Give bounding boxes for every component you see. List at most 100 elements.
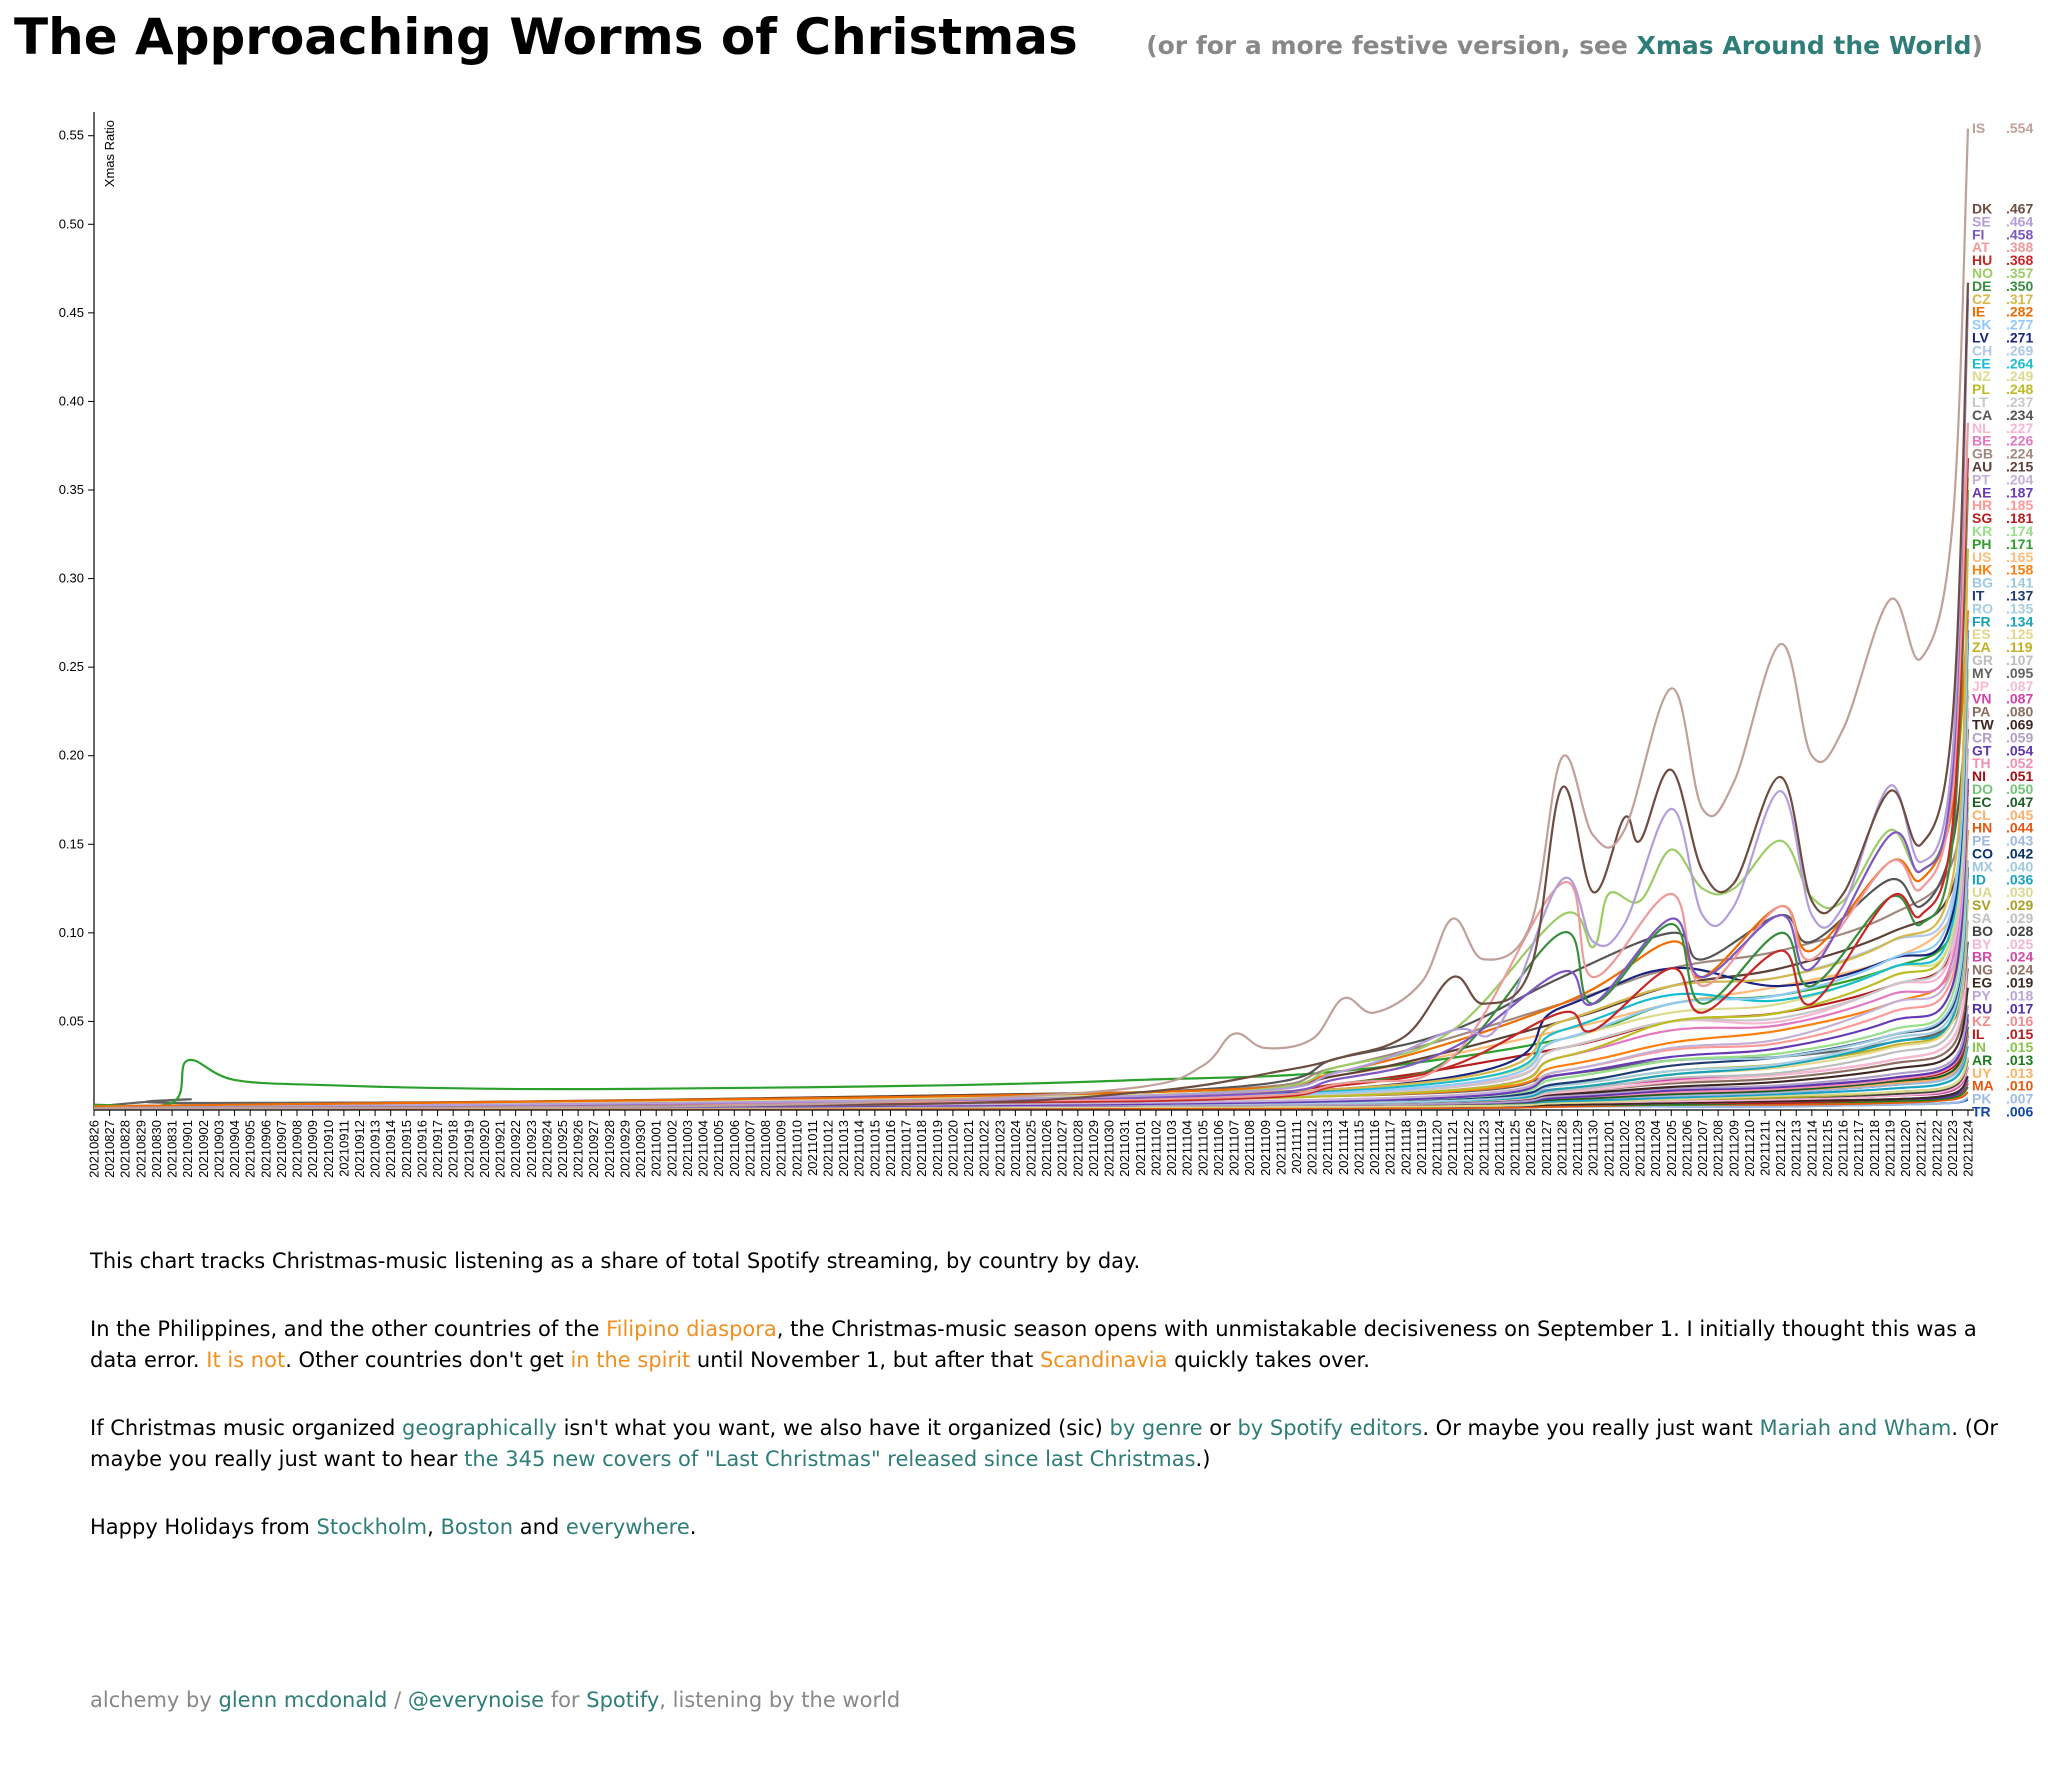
mariah-and-wham-link[interactable]: Mariah and Wham bbox=[1759, 1416, 1952, 1440]
x-tick-label: 20210901 bbox=[180, 1120, 195, 1178]
x-tick-label: 20211124 bbox=[1492, 1120, 1507, 1176]
everynoise-link[interactable]: @everynoise bbox=[407, 1688, 545, 1712]
end-label-country-ch: CH bbox=[1972, 342, 1992, 358]
end-label-country-nl: NL bbox=[1972, 420, 1991, 436]
series-line-ch bbox=[93, 633, 1970, 1110]
page-subtitle: (or for a more festive version, see Xmas… bbox=[1146, 31, 1983, 60]
end-label-country-pl: PL bbox=[1972, 381, 1990, 397]
description-paragraph-3: If Christmas music organized geographica… bbox=[90, 1413, 2010, 1475]
it-is-not-link[interactable]: It is not bbox=[206, 1348, 286, 1372]
end-label-country-de: DE bbox=[1972, 278, 1991, 294]
end-label-value-no: .357 bbox=[2006, 265, 2033, 281]
end-label-value-ca: .234 bbox=[2006, 407, 2033, 423]
end-label-value-cl: .045 bbox=[2006, 807, 2033, 823]
end-label-country-gr: GR bbox=[1972, 652, 1993, 668]
spotify-link[interactable]: Spotify bbox=[586, 1688, 660, 1712]
y-tick-label: 0.55 bbox=[59, 128, 84, 143]
glenn-mcdonald-link[interactable]: glenn mcdonald bbox=[218, 1688, 388, 1712]
description-paragraph-4: Happy Holidays from Stockholm, Boston an… bbox=[90, 1512, 2010, 1543]
x-tick-label: 20210831 bbox=[165, 1120, 180, 1178]
x-tick-label: 20211104 bbox=[1180, 1120, 1195, 1176]
x-tick-label: 20211117 bbox=[1383, 1120, 1398, 1175]
end-label-country-lv: LV bbox=[1972, 330, 1990, 346]
last-christmas-covers-link[interactable]: the 345 new covers of "Last Christmas" r… bbox=[464, 1447, 1196, 1471]
description-text: . bbox=[689, 1515, 697, 1539]
x-tick-label: 20211125 bbox=[1508, 1120, 1523, 1176]
boston-link[interactable]: Boston bbox=[440, 1515, 514, 1539]
x-tick-label: 20211203 bbox=[1633, 1120, 1648, 1177]
end-label-country-au: AU bbox=[1972, 459, 1992, 475]
end-label-country-bo: BO bbox=[1972, 923, 1993, 939]
x-tick-label: 20211207 bbox=[1695, 1120, 1710, 1177]
x-tick-label: 20210918 bbox=[446, 1120, 461, 1178]
scandinavia-link[interactable]: Scandinavia bbox=[1039, 1348, 1168, 1372]
series-line-ph bbox=[93, 806, 1970, 1108]
end-label-value-il: .015 bbox=[2006, 1026, 2033, 1042]
series-line-ie bbox=[93, 610, 1970, 1108]
in-the-spirit-link[interactable]: in the spirit bbox=[570, 1348, 691, 1372]
x-tick-label: 20211005 bbox=[711, 1120, 726, 1177]
x-tick-label: 20211216 bbox=[1836, 1120, 1851, 1177]
y-tick-label: 0.30 bbox=[59, 571, 84, 586]
x-tick-label: 20210910 bbox=[321, 1120, 336, 1178]
x-tick-label: 20211008 bbox=[758, 1120, 773, 1177]
end-label-country-at: AT bbox=[1972, 239, 1990, 255]
description-text: , the Christmas-music season opens with … bbox=[90, 1317, 1977, 1372]
x-tick-label: 20211022 bbox=[977, 1120, 992, 1177]
subtitle-close: ) bbox=[1971, 31, 1983, 60]
footer: alchemy by glenn mcdonald / @everynoise … bbox=[90, 1688, 900, 1712]
by-spotify-editors-link[interactable]: by Spotify editors bbox=[1237, 1416, 1423, 1440]
end-label-country-kz: KZ bbox=[1972, 1013, 1991, 1029]
x-tick-label: 20211110 bbox=[1273, 1120, 1288, 1175]
end-label-country-vn: VN bbox=[1972, 691, 1991, 707]
end-label-value-gt: .054 bbox=[2006, 742, 2033, 758]
filipino-diaspora-link[interactable]: Filipino diaspora bbox=[606, 1317, 777, 1341]
geographically-link[interactable]: geographically bbox=[402, 1416, 557, 1440]
x-tick-label: 20211211 bbox=[1757, 1120, 1772, 1176]
end-label-country-tw: TW bbox=[1972, 717, 1995, 733]
end-label-value-py: .018 bbox=[2006, 987, 2033, 1003]
x-tick-label: 20211024 bbox=[1008, 1120, 1023, 1177]
end-label-value-pe: .043 bbox=[2006, 833, 2033, 849]
x-tick-label: 20211122 bbox=[1461, 1120, 1476, 1176]
xmas-around-the-world-link[interactable]: Xmas Around the World bbox=[1636, 31, 1972, 60]
description-paragraph-2: In the Philippines, and the other countr… bbox=[90, 1314, 2010, 1376]
end-label-value-us: .165 bbox=[2006, 549, 2033, 565]
x-tick-label: 20211217 bbox=[1851, 1120, 1866, 1177]
end-label-country-mx: MX bbox=[1972, 858, 1994, 874]
end-label-country-za: ZA bbox=[1972, 639, 1991, 655]
description-text: , bbox=[427, 1515, 441, 1539]
series-line-fi bbox=[93, 298, 1970, 1110]
end-label-country-pe: PE bbox=[1972, 833, 1991, 849]
end-label-value-eg: .019 bbox=[2006, 975, 2033, 991]
series-line-no bbox=[93, 477, 1970, 1110]
x-tick-label: 20211017 bbox=[899, 1120, 914, 1177]
description-text: . Or maybe you really just want bbox=[1422, 1416, 1760, 1440]
end-label-value-pa: .080 bbox=[2006, 704, 2033, 720]
x-tick-label: 20211208 bbox=[1711, 1120, 1726, 1177]
x-tick-label: 20211003 bbox=[680, 1120, 695, 1177]
end-label-country-lt: LT bbox=[1972, 394, 1989, 410]
everywhere-link[interactable]: everywhere bbox=[565, 1515, 690, 1539]
x-tick-label: 20211111 bbox=[1289, 1120, 1304, 1174]
x-tick-label: 20211012 bbox=[820, 1120, 835, 1177]
end-label-country-ar: AR bbox=[1972, 1052, 1992, 1068]
stockholm-link[interactable]: Stockholm bbox=[316, 1515, 428, 1539]
x-tick-label: 20210830 bbox=[149, 1120, 164, 1178]
end-label-country-cr: CR bbox=[1972, 729, 1992, 745]
end-label-value-co: .042 bbox=[2006, 846, 2033, 862]
end-label-country-nz: NZ bbox=[1972, 368, 1991, 384]
end-label-country-eg: EG bbox=[1972, 975, 1992, 991]
description-text: and bbox=[513, 1515, 566, 1539]
end-label-country-hk: HK bbox=[1972, 562, 1992, 578]
series-line-cz bbox=[93, 548, 1970, 1110]
x-tick-label: 20211107 bbox=[1227, 1120, 1242, 1176]
end-label-value-de: .350 bbox=[2006, 278, 2033, 294]
x-tick-label: 20211113 bbox=[1320, 1120, 1335, 1175]
end-label-country-kr: KR bbox=[1972, 523, 1992, 539]
by-genre-link[interactable]: by genre bbox=[1109, 1416, 1203, 1440]
x-tick-label: 20211215 bbox=[1820, 1120, 1835, 1177]
end-label-country-tr: TR bbox=[1972, 1104, 1991, 1120]
end-label-value-jp: .087 bbox=[2006, 678, 2033, 694]
description-text: quickly takes over. bbox=[1167, 1348, 1370, 1372]
